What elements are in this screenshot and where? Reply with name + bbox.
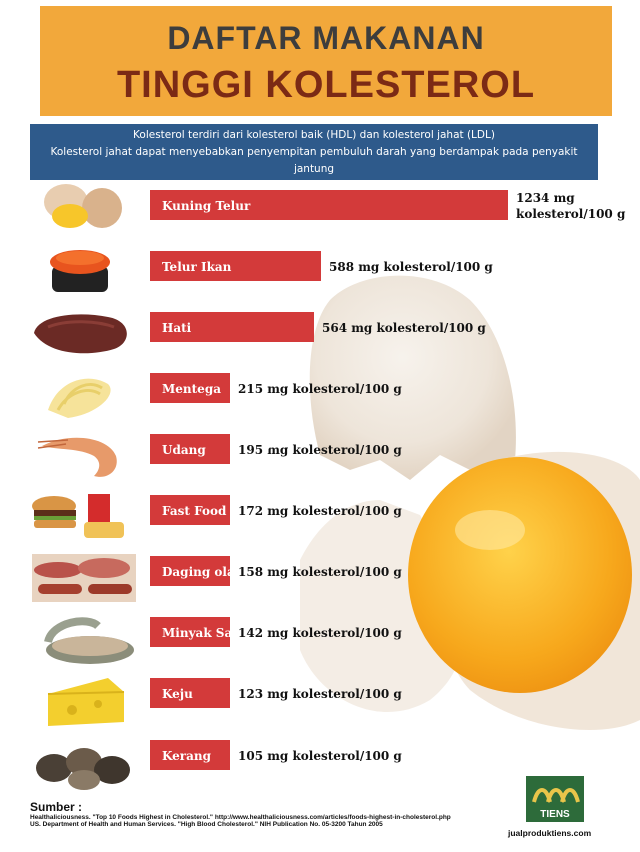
sources-title: Sumber : [30,800,83,814]
bar-3 [150,373,230,403]
bar-7 [150,617,230,647]
bar-label-9: Kerang [162,749,212,763]
shrimp-icon [37,437,117,477]
website-url: jualproduktiens.com [508,828,592,838]
title-line-2: TINGGI KOLESTEROL [116,64,536,106]
bar-4 [150,434,230,464]
bar-label-1: Telur Ikan [162,260,232,274]
value-label-5: 172 mg kolesterol/100 g [238,504,402,518]
info-line-2: Kolesterol jahat dapat menyebabkan penye… [50,146,578,175]
bar-label-3: Mentega [162,382,221,396]
bar-label-0: Kuning Telur [162,199,251,213]
cheese-icon [47,678,125,726]
source-line-2: US. Department of Health and Human Servi… [30,821,383,828]
logo-text: TIENS [540,809,570,820]
value-label-6: 158 mg kolesterol/100 g [238,565,402,579]
value-label-4: 195 mg kolesterol/100 g [238,443,402,457]
liver-icon [34,314,127,354]
bar-label-7: Minyak Sarden [162,626,264,640]
bar-label-5: Fast Food [162,504,227,518]
bar-8 [150,678,230,708]
tiens-logo: TIENS [526,776,584,822]
sardine-can-icon [44,617,134,664]
processed-meat-icon [32,554,136,602]
value-label-0: 1234 mg kolesterol/100 g [516,191,626,221]
bar-label-4: Udang [162,443,206,457]
info-line-1: Kolesterol terdiri dari kolesterol baik … [133,129,495,141]
fish-roe-icon [50,250,110,292]
value-label-7: 142 mg kolesterol/100 g [238,626,402,640]
bar-5 [150,495,230,525]
info-box: Kolesterol terdiri dari kolesterol baik … [30,124,598,192]
bar-0 [150,190,508,220]
title-line-1: DAFTAR MAKANAN [167,20,485,56]
source-line-1: Healthaliciousness. "Top 10 Foods Highes… [30,814,451,821]
clam-icon [36,748,130,790]
butter-icon [48,378,111,418]
egg-icon [44,184,122,228]
bar-9 [150,740,230,770]
bar-label-6: Daging olahan [162,565,260,579]
value-label-8: 123 mg kolesterol/100 g [238,687,402,701]
bar-6 [150,556,230,586]
sources-section: Sumber : Healthaliciousness. "Top 10 Foo… [30,800,451,828]
info-line-3: Kadar Kolesterol normal < 200 mg/dL seda… [87,180,541,192]
bar-1 [150,251,321,281]
value-label-1: 588 mg kolesterol/100 g [329,260,493,274]
value-label-2: 564 mg kolesterol/100 g [322,321,486,335]
bar-2 [150,312,314,342]
value-label-3: 215 mg kolesterol/100 g [238,382,402,396]
bar-label-8: Keju [162,687,193,701]
value-label-9: 105 mg kolesterol/100 g [238,749,402,763]
arrow-right-icon [256,437,274,451]
bar-label-2: Hati [162,321,192,335]
fast-food-icon [32,494,124,538]
title-banner: DAFTAR MAKANAN TINGGI KOLESTEROL [40,6,612,116]
